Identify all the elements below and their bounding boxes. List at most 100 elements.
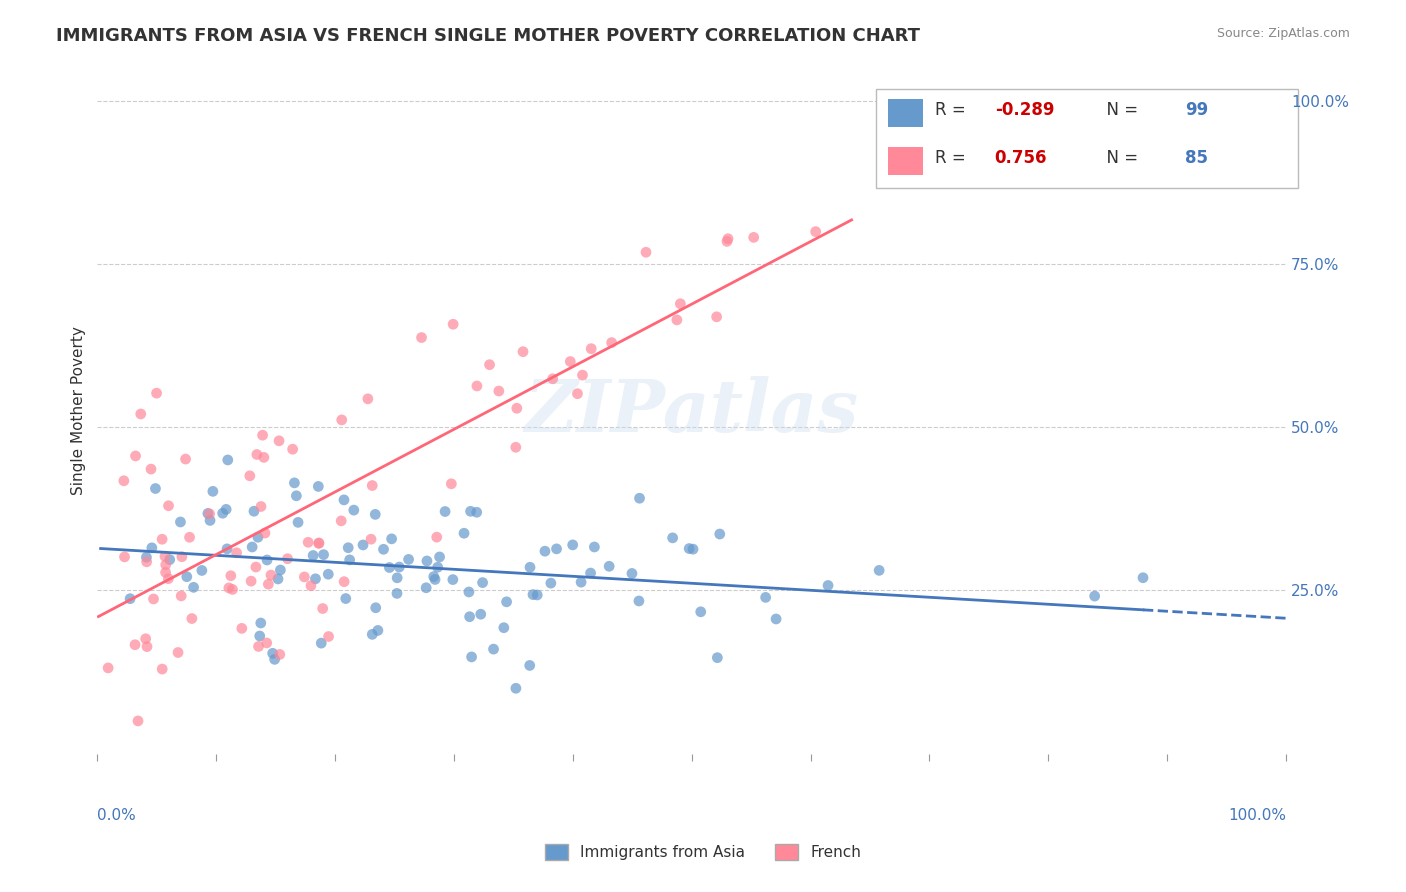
Point xyxy=(283,475,305,490)
Point xyxy=(579,342,602,356)
Point xyxy=(546,541,568,556)
Point xyxy=(458,585,481,599)
Point xyxy=(411,330,433,344)
Point xyxy=(217,453,239,467)
Point xyxy=(124,449,146,463)
Point xyxy=(742,230,765,244)
Point xyxy=(221,582,243,597)
Text: R =: R = xyxy=(935,101,972,119)
Point xyxy=(478,358,501,372)
Point xyxy=(252,428,274,442)
Point xyxy=(277,551,299,566)
Point xyxy=(488,384,510,398)
Point xyxy=(598,559,620,574)
Point xyxy=(312,601,335,615)
Point xyxy=(304,572,326,586)
Point xyxy=(142,591,165,606)
Point xyxy=(804,225,827,239)
Point xyxy=(260,568,283,582)
Point xyxy=(343,503,366,517)
Point xyxy=(225,546,247,560)
Point xyxy=(240,540,263,554)
Point xyxy=(217,541,239,556)
Point xyxy=(373,542,395,557)
Point xyxy=(526,588,548,602)
Point xyxy=(135,550,157,565)
Point xyxy=(534,544,557,558)
Point xyxy=(519,560,541,574)
Point xyxy=(247,640,270,654)
Point xyxy=(333,492,356,507)
Point xyxy=(434,504,457,518)
Point xyxy=(183,580,205,594)
Point xyxy=(560,354,582,368)
Point xyxy=(243,504,266,518)
Point xyxy=(512,344,534,359)
Point xyxy=(211,506,233,520)
Point xyxy=(281,442,304,457)
Point xyxy=(540,576,562,591)
Point xyxy=(755,591,778,605)
Point xyxy=(307,479,329,493)
Point xyxy=(706,650,728,665)
Point xyxy=(460,504,482,518)
Legend: Immigrants from Asia, French: Immigrants from Asia, French xyxy=(538,838,868,866)
Point xyxy=(139,462,162,476)
Point xyxy=(519,658,541,673)
Bar xyxy=(887,147,924,175)
Point xyxy=(135,555,157,569)
Point xyxy=(506,401,529,416)
Point xyxy=(339,553,361,567)
Point xyxy=(145,386,167,401)
Point xyxy=(267,572,290,586)
Point xyxy=(398,552,420,566)
Point xyxy=(561,538,583,552)
FancyBboxPatch shape xyxy=(876,89,1298,188)
Point xyxy=(678,541,700,556)
Point xyxy=(426,530,449,544)
Point xyxy=(170,589,193,603)
Point xyxy=(567,386,589,401)
Point xyxy=(423,573,446,587)
Point xyxy=(246,530,269,544)
Bar xyxy=(887,99,924,127)
Point xyxy=(627,594,650,608)
Text: N =: N = xyxy=(1095,149,1143,167)
Y-axis label: Single Mother Poverty: Single Mother Poverty xyxy=(72,326,86,495)
Point xyxy=(465,505,488,519)
Point xyxy=(364,508,387,522)
Point xyxy=(141,541,163,555)
Point xyxy=(309,636,332,650)
Point xyxy=(600,335,623,350)
Point xyxy=(145,482,167,496)
Point xyxy=(441,318,464,332)
Point xyxy=(256,553,278,567)
Point xyxy=(124,638,146,652)
Point xyxy=(292,570,315,584)
Point xyxy=(1132,571,1154,585)
Point xyxy=(364,600,387,615)
Point xyxy=(180,611,202,625)
Point xyxy=(337,541,360,555)
Point xyxy=(150,533,173,547)
Text: 100.0%: 100.0% xyxy=(1227,808,1286,823)
Point xyxy=(682,542,704,557)
Point xyxy=(335,591,357,606)
Point xyxy=(174,452,197,467)
Point xyxy=(167,646,190,660)
Point xyxy=(246,448,269,462)
Point xyxy=(176,570,198,584)
Text: -0.289: -0.289 xyxy=(995,101,1054,119)
Point xyxy=(706,310,728,324)
Point xyxy=(170,549,193,564)
Point xyxy=(426,560,449,574)
Point xyxy=(361,627,384,641)
Point xyxy=(482,642,505,657)
Point xyxy=(440,476,463,491)
Point xyxy=(231,621,253,635)
Point xyxy=(505,440,527,454)
Point xyxy=(240,574,263,589)
Point xyxy=(388,560,411,574)
Point xyxy=(169,515,191,529)
Text: ZIPatlas: ZIPatlas xyxy=(524,376,859,447)
